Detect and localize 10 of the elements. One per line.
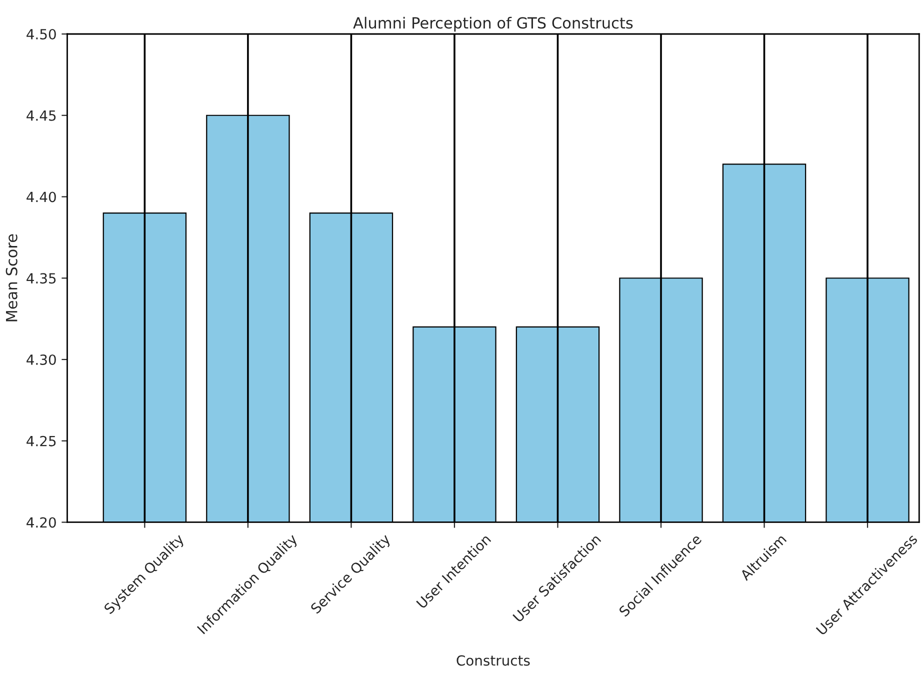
y-tick-label: 4.40: [26, 192, 56, 202]
chart-title: Alumni Perception of GTS Constructs: [353, 16, 633, 32]
y-tick-label: 4.25: [26, 436, 56, 446]
y-tick-label: 4.30: [26, 354, 56, 365]
y-axis-title: Mean Score: [6, 234, 18, 322]
x-axis-title: Constructs: [456, 655, 530, 666]
y-tick-label: 4.45: [26, 110, 56, 121]
y-tick-label: 4.50: [26, 28, 56, 40]
y-tick-label: 4.35: [26, 273, 56, 284]
y-tick-label: 4.20: [26, 517, 56, 528]
